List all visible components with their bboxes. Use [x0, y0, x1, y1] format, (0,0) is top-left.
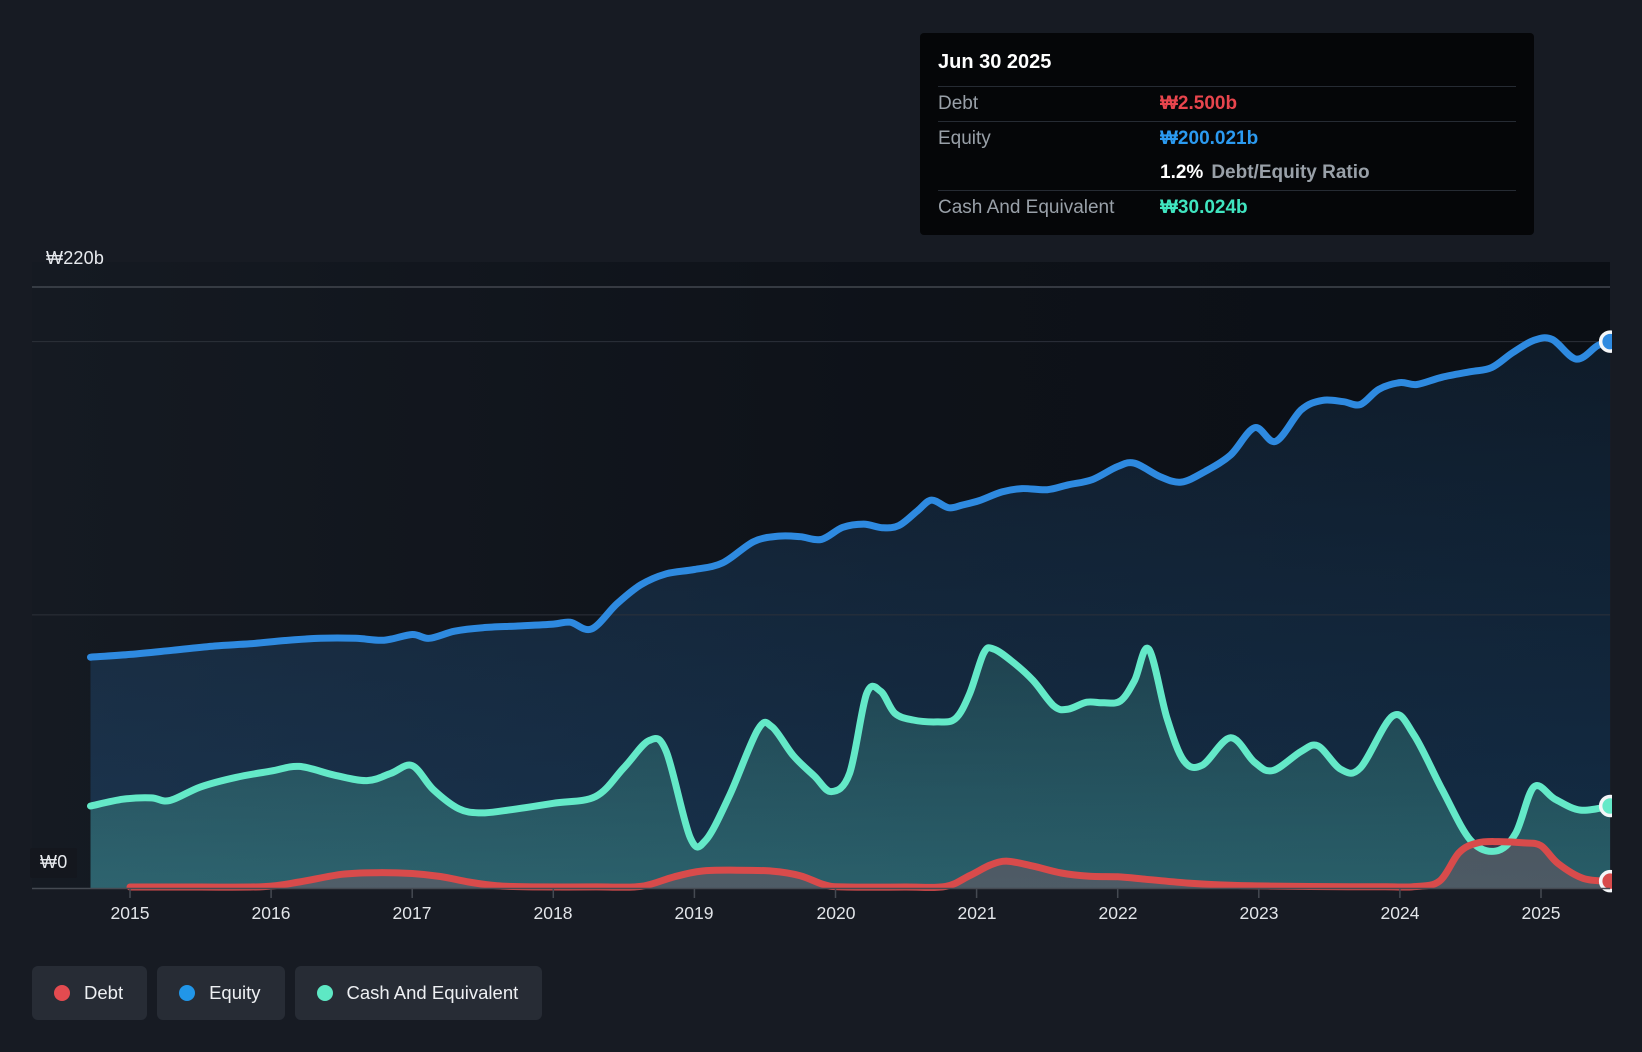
x-axis: 2015 2016 2017 2018 2019 2020 2021 2022 … — [0, 903, 1642, 929]
debt-equity-ratio-value: 1.2% — [1160, 162, 1204, 183]
x-tick-label: 2018 — [533, 903, 573, 923]
equity-endpoint-marker[interactable] — [1598, 330, 1620, 353]
legend-label: Cash And Equivalent — [346, 982, 519, 1003]
x-tick-label: 2016 — [251, 903, 291, 923]
debt-line[interactable] — [126, 838, 1612, 891]
plot-area[interactable] — [32, 286, 1620, 893]
equity-label: Equity — [938, 128, 991, 149]
x-tick-label: 2017 — [392, 903, 432, 923]
debt-equity-ratio-label: Debt/Equity Ratio — [1211, 162, 1370, 183]
x-tick-label: 2020 — [816, 903, 856, 923]
x-tick-label: 2015 — [110, 903, 150, 923]
divider — [938, 190, 1516, 191]
legend-label: Debt — [84, 982, 124, 1003]
cash-area — [90, 647, 1611, 889]
debt-area — [130, 841, 1611, 889]
y-axis-label-max: ₩220b — [46, 248, 105, 268]
x-tick-label: 2019 — [674, 903, 714, 923]
x-tick-label: 2023 — [1239, 903, 1279, 923]
x-tick-label: 2025 — [1521, 903, 1561, 923]
debt-series-dot-icon — [54, 985, 70, 1001]
equity-line[interactable] — [87, 334, 1612, 661]
tooltip-row-ratio: 1.2% Debt/Equity Ratio — [938, 156, 1516, 190]
x-tick-label: 2022 — [1098, 903, 1138, 923]
y-axis-label-zero: ₩0 — [30, 848, 78, 878]
equity-series-dot-icon — [179, 985, 196, 1001]
tooltip-date: Jun 30 2025 — [938, 51, 1052, 73]
legend-item-equity[interactable]: Equity — [157, 966, 285, 1020]
equity-value: ₩200.021b — [1160, 128, 1259, 149]
cash-endpoint-marker[interactable] — [1598, 794, 1620, 818]
x-tick-label: 2021 — [957, 903, 997, 923]
debt-label: Debt — [938, 93, 979, 114]
divider — [938, 121, 1516, 122]
legend-label: Equity — [209, 982, 261, 1003]
debt-value: ₩2.500b — [1160, 93, 1238, 114]
debt-endpoint-marker[interactable] — [1598, 869, 1620, 893]
tooltip-row-debt: Debt ₩2.500b — [938, 87, 1516, 121]
divider — [938, 86, 1516, 87]
cash-series-dot-icon — [316, 985, 333, 1001]
tooltip-row-cash: Cash And Equivalent ₩30.024b — [938, 191, 1516, 225]
chart-legend: Debt Equity Cash And Equivalent — [32, 966, 543, 1020]
cash-line[interactable] — [87, 644, 1612, 855]
data-tooltip: Jun 30 2025 Debt ₩2.500b Equity ₩200.021… — [920, 33, 1534, 235]
cash-value: ₩30.024b — [1160, 197, 1248, 218]
x-tick-label: 2024 — [1380, 903, 1420, 923]
legend-item-debt[interactable]: Debt — [32, 966, 148, 1020]
tooltip-row-equity: Equity ₩200.021b — [938, 122, 1516, 156]
legend-item-cash[interactable]: Cash And Equivalent — [294, 966, 543, 1020]
cash-label: Cash And Equivalent — [938, 197, 1115, 218]
